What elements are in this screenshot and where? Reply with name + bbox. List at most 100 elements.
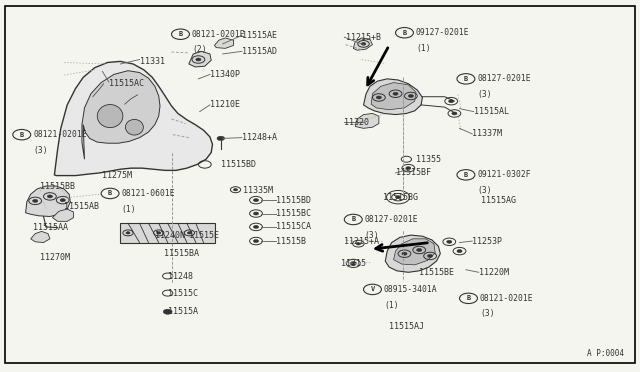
Text: 08127-0201E: 08127-0201E	[477, 74, 531, 83]
Text: 11215: 11215	[341, 259, 366, 268]
Text: 11515BF: 11515BF	[396, 169, 431, 177]
Text: B: B	[20, 132, 24, 138]
FancyBboxPatch shape	[5, 6, 635, 363]
Circle shape	[447, 240, 452, 243]
Polygon shape	[52, 209, 74, 221]
Text: 11248+A: 11248+A	[242, 133, 277, 142]
Circle shape	[417, 248, 422, 251]
Circle shape	[376, 96, 381, 99]
Circle shape	[449, 100, 454, 103]
Text: 11337M: 11337M	[472, 129, 502, 138]
Text: 11248: 11248	[168, 272, 193, 280]
Circle shape	[126, 232, 130, 234]
Circle shape	[428, 254, 433, 257]
Text: B: B	[403, 30, 406, 36]
Text: (2): (2)	[192, 45, 207, 54]
Text: B: B	[467, 295, 470, 301]
Text: (3): (3)	[365, 231, 380, 240]
Text: 08127-0201E: 08127-0201E	[365, 215, 419, 224]
Circle shape	[253, 199, 259, 202]
Ellipse shape	[125, 119, 143, 135]
Text: 08915-3401A: 08915-3401A	[384, 285, 438, 294]
Text: 11220M: 11220M	[479, 268, 509, 277]
Circle shape	[33, 199, 38, 202]
Text: 11355: 11355	[416, 155, 441, 164]
Text: 11515A: 11515A	[168, 307, 198, 316]
Text: 11515BA: 11515BA	[164, 249, 199, 258]
Polygon shape	[371, 83, 416, 110]
Text: 11515B: 11515B	[276, 237, 307, 246]
Text: B: B	[108, 190, 112, 196]
Circle shape	[393, 92, 398, 95]
Text: 11253P: 11253P	[472, 237, 502, 246]
Text: 11515CA: 11515CA	[276, 222, 312, 231]
Circle shape	[361, 42, 366, 45]
Text: B: B	[464, 172, 468, 178]
Circle shape	[457, 250, 462, 253]
Text: 11515AD: 11515AD	[242, 47, 277, 56]
Polygon shape	[355, 113, 379, 128]
Circle shape	[253, 240, 259, 243]
Text: (3): (3)	[33, 146, 48, 155]
Text: 11320: 11320	[344, 118, 369, 126]
Circle shape	[402, 252, 407, 255]
Text: 11275M: 11275M	[102, 171, 132, 180]
Text: 11270M: 11270M	[40, 253, 70, 262]
Polygon shape	[26, 186, 70, 217]
Text: 11515AB: 11515AB	[64, 202, 99, 211]
Circle shape	[396, 196, 401, 199]
Circle shape	[163, 309, 172, 314]
Circle shape	[452, 112, 457, 115]
Text: 11515BD: 11515BD	[276, 196, 312, 205]
Text: 11515C: 11515C	[168, 289, 198, 298]
Text: (3): (3)	[477, 90, 492, 99]
Text: 11210E: 11210E	[210, 100, 240, 109]
Circle shape	[188, 232, 191, 234]
Text: A P:0004: A P:0004	[587, 349, 624, 358]
Polygon shape	[31, 231, 50, 243]
Text: 11515E: 11515E	[189, 231, 220, 240]
Polygon shape	[385, 235, 440, 272]
Circle shape	[157, 232, 161, 234]
Text: 11515AG: 11515AG	[481, 196, 516, 205]
Text: (1): (1)	[416, 44, 431, 53]
Polygon shape	[214, 38, 234, 48]
Text: (1): (1)	[122, 205, 136, 214]
Polygon shape	[394, 239, 435, 265]
Text: B: B	[464, 76, 468, 82]
Circle shape	[350, 262, 356, 265]
Text: 11340P: 11340P	[210, 70, 240, 79]
Circle shape	[253, 212, 259, 215]
Text: 11515BD: 11515BD	[221, 160, 256, 169]
Circle shape	[217, 136, 225, 141]
Text: 11240N: 11240N	[155, 231, 185, 240]
Text: 11515BC: 11515BC	[276, 209, 312, 218]
Circle shape	[406, 167, 411, 170]
Ellipse shape	[97, 105, 123, 128]
Text: B: B	[351, 217, 355, 222]
Text: 11515AC: 11515AC	[109, 79, 144, 88]
Text: 11331: 11331	[140, 57, 164, 66]
Text: 11215+A: 11215+A	[344, 237, 380, 246]
Polygon shape	[54, 61, 212, 176]
Text: 11515AL: 11515AL	[474, 107, 509, 116]
Circle shape	[60, 199, 65, 202]
Polygon shape	[189, 51, 211, 67]
Text: 09127-0201E: 09127-0201E	[416, 28, 470, 37]
Text: 08121-0201E: 08121-0201E	[33, 130, 87, 139]
Circle shape	[47, 195, 52, 198]
Text: 11515AA: 11515AA	[33, 223, 68, 232]
Text: 08121-0201E: 08121-0201E	[192, 30, 246, 39]
Text: 11215+B: 11215+B	[346, 33, 381, 42]
Bar	[120, 223, 215, 243]
Polygon shape	[364, 79, 422, 115]
Circle shape	[234, 189, 237, 191]
Text: 11515BG: 11515BG	[383, 193, 418, 202]
Text: 11515AE: 11515AE	[242, 31, 277, 40]
Text: B: B	[179, 31, 182, 37]
Text: 11515BB: 11515BB	[40, 182, 76, 191]
Polygon shape	[353, 38, 372, 50]
Circle shape	[356, 242, 361, 245]
Text: (1): (1)	[384, 301, 399, 310]
Text: V: V	[371, 286, 374, 292]
